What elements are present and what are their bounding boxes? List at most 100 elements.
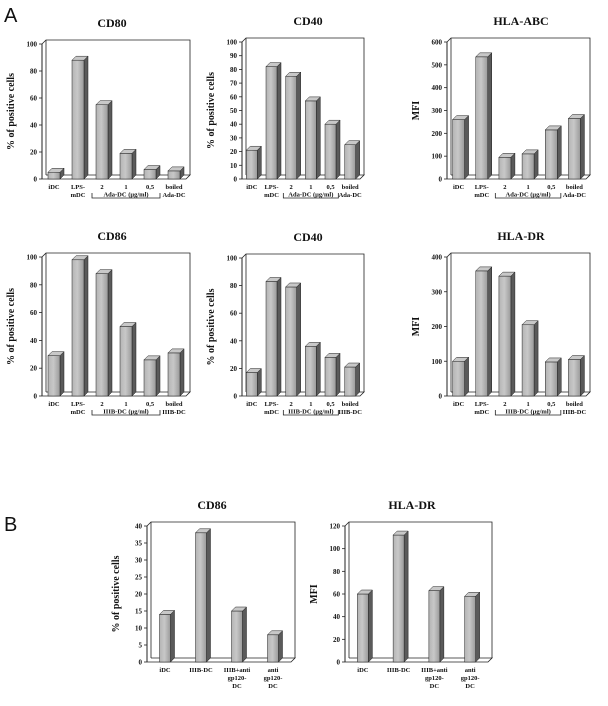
bar-side: [533, 320, 539, 397]
category-label: LPS-mDC: [474, 401, 489, 416]
category-label: IIIB+anti gp120-DC: [421, 667, 448, 690]
bar-front: [344, 366, 356, 397]
bar-front: [195, 532, 207, 663]
y-axis-label: % of positive cells: [111, 555, 122, 632]
group-bracket: [494, 410, 562, 416]
bar-front: [119, 326, 133, 397]
bar-top: [428, 586, 445, 591]
bar-front: [265, 281, 278, 397]
category-label-line: anti: [268, 667, 279, 674]
bar-side: [155, 355, 161, 397]
category-label: 0,5: [326, 184, 335, 191]
chart-title: CD86: [197, 498, 226, 512]
chart-2: CD40 0 10 20 30 40 50 60 70 80 90 100 % of positive …: [206, 14, 365, 199]
y-axis-label: % of positive cells: [206, 72, 217, 149]
category-label-line: boiled: [566, 184, 583, 191]
bar: [167, 348, 185, 397]
bar: [95, 100, 113, 180]
back-wall: [241, 253, 365, 392]
group-label: Ada-DC (µg/ml): [288, 192, 333, 199]
category-label-line: 1: [309, 184, 312, 191]
y-tick-label: 0: [34, 393, 38, 401]
bar-top: [344, 362, 361, 368]
y-tick-label: 400: [432, 84, 443, 92]
chart-7: CD86 0 5 10 15 20 25 30 35 40 % of positive cells i…: [111, 498, 296, 690]
category-label-line: boiled: [566, 401, 583, 408]
bar-front: [464, 596, 476, 663]
bar-front: [95, 273, 109, 397]
bar-front: [246, 372, 258, 397]
group-bracket: [91, 410, 161, 416]
bar: [71, 55, 89, 180]
category-label-line: IIIB+anti: [224, 667, 251, 674]
category-label-line: boiled: [342, 184, 359, 191]
floor: [242, 174, 365, 180]
bar: [245, 145, 262, 180]
bar-side: [439, 585, 445, 663]
category-label: LPS-mDC: [264, 401, 279, 416]
category-label-line: mDC: [474, 409, 489, 416]
y-tick-label: 20: [230, 148, 238, 156]
bar-top: [95, 100, 113, 105]
y-tick-label: 80: [30, 281, 38, 289]
bar-side: [131, 321, 137, 397]
bar-top: [119, 322, 137, 327]
bar-front: [159, 614, 171, 663]
category-label: boiled Ada-DC: [563, 184, 586, 199]
category-label: 0,5: [547, 401, 556, 408]
bar-top: [475, 266, 493, 272]
y-tick-label: 400: [432, 254, 443, 262]
category-label: boiled Ada-DC: [339, 184, 362, 199]
y-tick-label: 100: [27, 41, 38, 49]
category-label: IIIB+anti gp120-DC: [224, 667, 251, 690]
bar-top: [521, 149, 539, 155]
y-tick-label: 100: [227, 39, 238, 47]
bar-front: [498, 275, 512, 397]
category-label: 1: [124, 401, 127, 408]
y-tick-label: 20: [30, 365, 38, 373]
bar-front: [47, 172, 61, 180]
bar: [119, 321, 137, 397]
bar-front: [521, 153, 535, 180]
bar-front: [324, 357, 337, 397]
y-tick-label: 80: [30, 68, 38, 76]
bar-side: [403, 530, 409, 663]
group-label: IIIB-DC (µg/ml): [103, 409, 148, 416]
y-axis-label: % of positive cells: [206, 288, 217, 365]
y-tick-label: 20: [230, 365, 238, 373]
category-label-line: DC: [465, 683, 475, 690]
category-label: LPS-mDC: [264, 184, 279, 199]
y-tick-label: 50: [230, 107, 238, 115]
y-tick-label: 0: [439, 393, 443, 401]
bar-front: [143, 359, 157, 397]
bar: [47, 351, 65, 397]
y-tick-label: 0: [34, 176, 38, 184]
bar-side: [316, 96, 321, 180]
chart-title: HLA-ABC: [493, 14, 548, 28]
bar-side: [487, 266, 492, 397]
back-wall: [41, 252, 191, 392]
bar-side: [179, 348, 185, 397]
bar-side: [206, 528, 211, 663]
y-tick-label: 300: [432, 288, 443, 296]
panel-label-b: B: [4, 514, 17, 536]
y-tick-label: 30: [135, 557, 143, 565]
category-label: 1: [309, 401, 312, 408]
group-bracket: [91, 193, 161, 199]
category-label-line: iDC: [48, 184, 60, 191]
bar: [356, 589, 373, 663]
bar-top: [567, 114, 586, 119]
category-label: iDC: [48, 184, 60, 191]
y-tick-label: 300: [432, 107, 443, 115]
category-label: iDC: [453, 401, 465, 408]
bar-front: [267, 634, 279, 663]
y-tick-label: 15: [135, 608, 143, 616]
floor: [345, 657, 493, 663]
bar-top: [167, 166, 185, 172]
chart-3: HLA-ABC 0 100 200 300 400 500 600 MFI iDC LPS-mDC 2…: [411, 14, 591, 199]
bar-front: [428, 590, 441, 663]
floor: [242, 391, 365, 397]
bar-front: [568, 359, 581, 397]
category-label-line: 1: [526, 184, 529, 191]
bar: [167, 166, 185, 180]
